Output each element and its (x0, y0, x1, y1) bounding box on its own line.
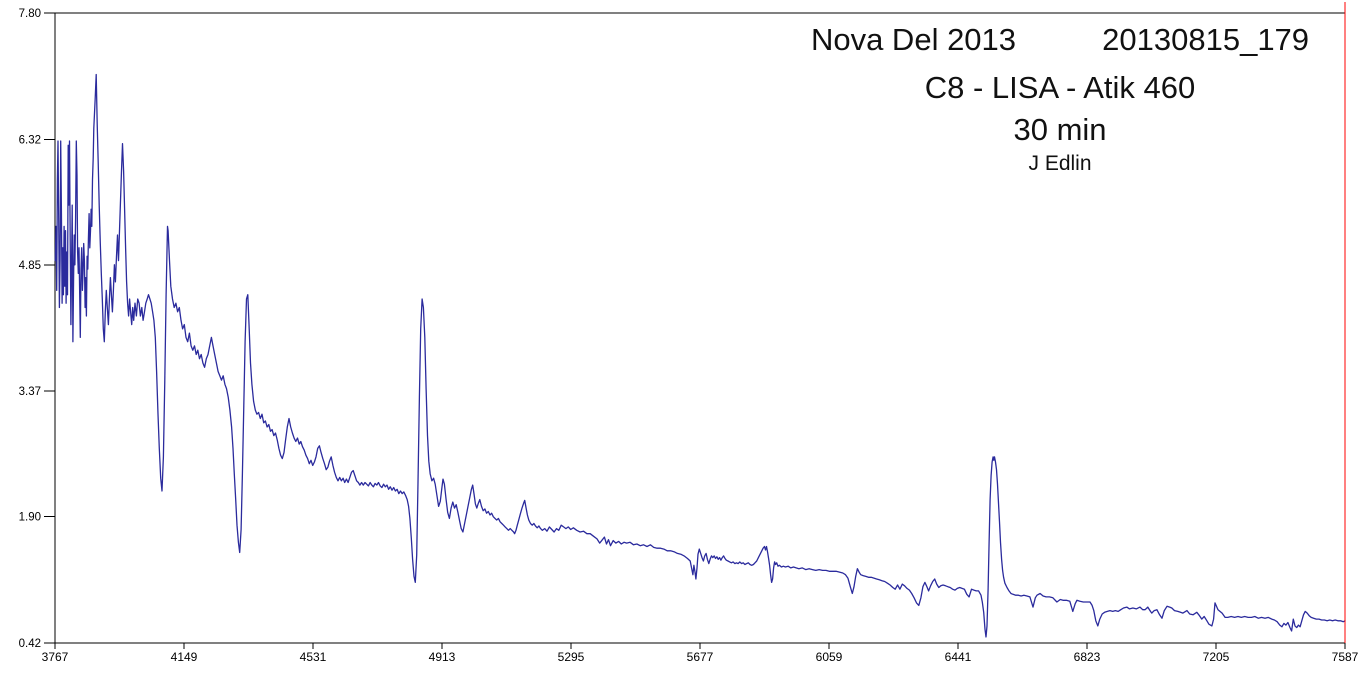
title-block: Nova Del 2013 20130815_179 C8 - LISA - A… (760, 22, 1360, 176)
y-axis-ticks: 7.80 6.32 4.85 3.37 1.90 0.42 (19, 8, 55, 650)
x-tick-label: 7587 (1332, 650, 1359, 664)
chart-title-line1: Nova Del 2013 20130815_179 (810, 22, 1310, 57)
y-tick-label: 4.85 (19, 260, 41, 272)
x-tick-label: 5677 (687, 650, 714, 664)
chart-title-line4: J Edlin (1028, 152, 1092, 175)
spectrum-line (54, 73, 1346, 638)
y-tick-label: 3.37 (19, 386, 41, 398)
x-tick-label: 6823 (1074, 650, 1101, 664)
x-tick-label: 4531 (300, 650, 327, 664)
x-tick-label: 6059 (816, 650, 843, 664)
y-tick-label: 7.80 (19, 8, 41, 20)
chart-title-line3: 30 min (1013, 112, 1107, 147)
x-tick-label: 6441 (945, 650, 972, 664)
x-tick-label: 4149 (171, 650, 198, 664)
y-tick-label: 6.32 (19, 134, 41, 146)
x-tick-label: 7205 (1203, 650, 1230, 664)
y-tick-label: 1.90 (19, 512, 41, 524)
x-tick-label: 5295 (558, 650, 585, 664)
x-tick-label: 3767 (42, 650, 69, 664)
x-tick-label: 4913 (429, 650, 456, 664)
y-tick-label: 0.42 (19, 638, 41, 650)
chart-title-line2: C8 - LISA - Atik 460 (924, 70, 1196, 105)
spectrum-series (54, 73, 1346, 638)
x-axis-ticks: 3767 4149 4531 4913 5295 5677 6059 6441 6823 7205… (42, 643, 1359, 664)
